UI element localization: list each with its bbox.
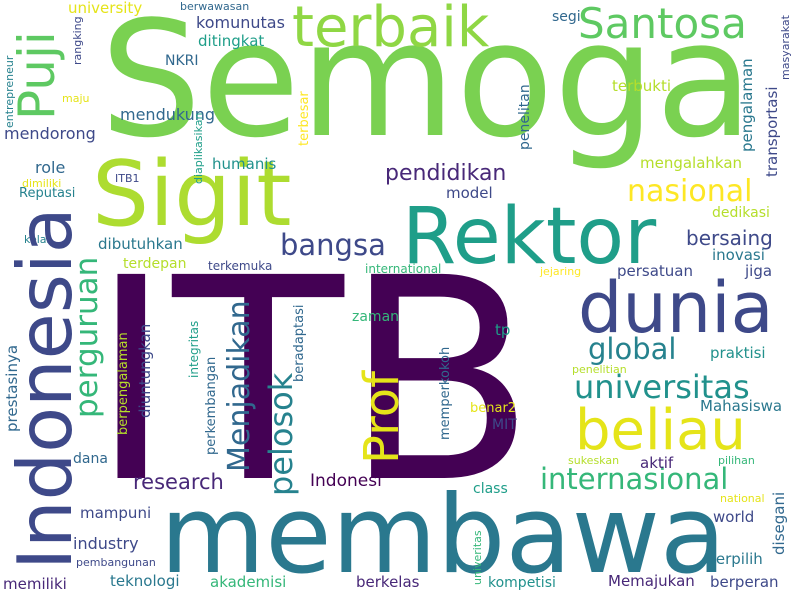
word-Menjadikan: Menjadikan — [222, 300, 257, 472]
word-komunutas: komunutas — [196, 13, 285, 32]
word-Mahasiswa: Mahasiswa — [700, 397, 783, 415]
word-terbesar: terbesar — [297, 91, 312, 146]
word-membawa: membawa — [160, 473, 727, 598]
word-mengalahkan: mengalahkan — [640, 154, 743, 172]
word-bersaing: bersaing — [686, 226, 773, 250]
word-ITB: ITB — [90, 219, 536, 545]
word-humanis: humanis — [212, 155, 277, 173]
word-bangsa: bangsa — [280, 228, 386, 262]
word-mendukung: mendukung — [120, 105, 216, 124]
word-pengalaman: pengalaman — [738, 58, 756, 152]
word-MIT: MIT — [492, 417, 517, 433]
word-praktisi: praktisi — [710, 344, 766, 362]
word-model: model — [446, 184, 493, 202]
word-pendidikan: pendidikan — [385, 161, 507, 186]
word-role: role — [35, 158, 66, 177]
word-segi: segi — [552, 9, 581, 25]
word-ditingkat: ditingkat — [198, 32, 265, 50]
word-zaman: zaman — [352, 309, 400, 325]
word-diaplikasikan: diaplikasikan — [192, 112, 205, 184]
word-Reputasi: Reputasi — [19, 186, 76, 201]
word-class: class — [473, 481, 508, 497]
word-internasional: internasional — [540, 462, 729, 496]
word-pelosok: pelosok — [262, 372, 300, 496]
word-kompetisi: kompetisi — [488, 575, 556, 591]
word-Indonesi: Indonesi — [310, 471, 382, 491]
word-NKRI: NKRI — [165, 53, 199, 69]
word-memiliki: memiliki — [3, 575, 67, 593]
word-ITB1: ITB1 — [115, 172, 140, 185]
word-jiga: jiga — [745, 262, 773, 280]
word-terkemuka: terkemuka — [208, 259, 273, 273]
word-penelitian: penelitian — [572, 363, 627, 376]
word-teknologi: teknologi — [110, 572, 180, 590]
word-Santosa: Santosa — [578, 0, 747, 48]
word-berwawasan: berwawasan — [180, 0, 250, 13]
word-Puji: Puji — [8, 31, 66, 120]
word-inovasi: inovasi — [712, 246, 765, 264]
word-beradaptasi: beradaptasi — [292, 304, 307, 382]
word-Sigit: Sigit — [92, 142, 292, 247]
word-univeritas: univeritas — [471, 530, 484, 585]
word-perguruan: perguruan — [69, 256, 105, 418]
word-persatuan: persatuan — [617, 262, 694, 280]
word-industry: industry — [73, 534, 139, 553]
word-global: global — [588, 332, 677, 366]
word-akademisi: akademisi — [210, 573, 287, 591]
word-terbukti: terbukti — [612, 77, 672, 95]
word-mendorong: mendorong — [4, 124, 96, 143]
word-dimiliki: dimiliki — [22, 177, 62, 190]
word-maju: maju — [62, 92, 90, 105]
word-aktif: aktif — [640, 454, 674, 472]
word-Rektor: Rektor — [402, 192, 657, 282]
word-international: international — [365, 262, 442, 276]
word-national: national — [720, 492, 765, 505]
word-penelitan: penelitan — [517, 84, 533, 150]
word-sukeskan: sukeskan — [568, 454, 620, 467]
word-prestasinya: prestasinya — [3, 344, 21, 432]
word-berpengalaman: berpengalaman — [116, 332, 131, 435]
word-disegani: disegani — [770, 491, 788, 555]
word-Memajukan: Memajukan — [608, 572, 695, 590]
word-dedikasi: dedikasi — [712, 205, 770, 221]
word-transportasi: transportasi — [763, 86, 781, 177]
word-beliau: beliau — [575, 398, 746, 463]
word-berperan: berperan — [710, 573, 779, 591]
word-masyarakat: masyarakat — [779, 15, 792, 80]
word-kelas: kelas — [24, 233, 53, 246]
word-pilihan: pilihan — [718, 454, 755, 467]
word-terpilih: terpilih — [710, 550, 763, 568]
word-rangking: rangking — [71, 16, 84, 65]
word-terdepan: terdepan — [123, 256, 187, 272]
word-benar2: benar2 — [470, 401, 517, 416]
word-entrepreneur: entrepreneur — [3, 55, 16, 128]
word-jejaring: jejaring — [540, 265, 582, 278]
word-universitas: universitas — [574, 368, 750, 406]
word-dana: dana — [73, 451, 108, 467]
word-integritas: integritas — [187, 320, 201, 378]
word-dibutuhkan: dibutuhkan — [98, 235, 183, 253]
word-tp: tp — [495, 321, 511, 339]
word-research: research — [133, 470, 224, 494]
word-memperkokoh: memperkokoh — [438, 346, 453, 440]
word-perkembangan: perkembangan — [204, 356, 219, 455]
word-dunia: dunia — [578, 267, 774, 349]
word-diuntungkan: diuntungkan — [136, 323, 154, 418]
word-Prof: Prof — [354, 370, 410, 464]
word-Semoga: Semoga — [100, 0, 754, 173]
word-university: university — [68, 0, 143, 17]
word-world: world — [713, 508, 755, 526]
word-terbaik: terbaik — [292, 0, 490, 60]
word-pembangunan: pembangunan — [76, 556, 156, 569]
word-mampuni: mampuni — [80, 504, 152, 522]
word-nasional: nasional — [627, 174, 753, 209]
word-berkelas: berkelas — [356, 573, 420, 591]
